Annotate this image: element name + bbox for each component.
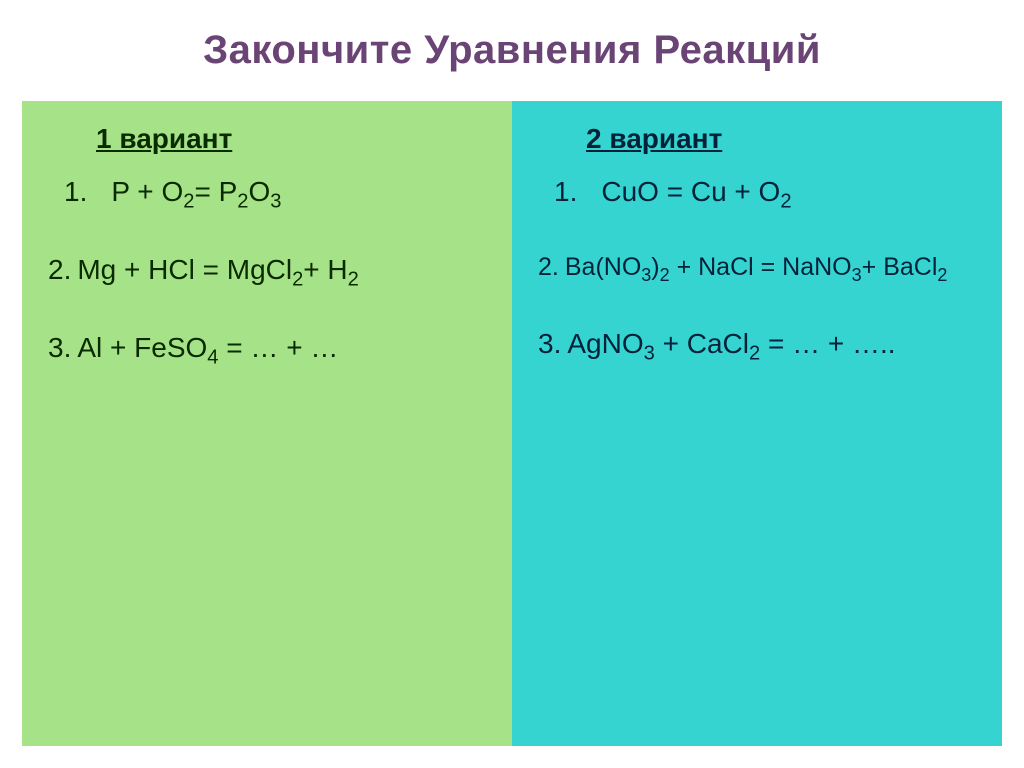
columns: 1 вариант 1.P + O2= P2O32.Mg + HCl = MgC… — [22, 101, 1002, 746]
variant-2-heading: 2 вариант — [586, 123, 976, 155]
equation-body: Mg + HCl = MgCl2+ H2 — [77, 254, 359, 285]
variant-1-heading: 1 вариант — [96, 123, 486, 155]
panel-variant-2: 2 вариант 1. CuO = Cu + O2 2.Ba(NO3)2 + Na… — [512, 101, 1002, 746]
equation-number: 2. — [48, 251, 71, 289]
variant-2-equation: 1. CuO = Cu + O2 — [538, 173, 976, 211]
equation-number: 1. — [64, 173, 87, 211]
equation-body: Al + FeSO4 = … + … — [77, 332, 338, 363]
equation-number: 2. — [538, 251, 559, 285]
panel-variant-1: 1 вариант 1. P + O2= P2O3 2.Mg + HCl = MgC… — [22, 101, 512, 746]
equation-body: CuO = Cu + O2 — [601, 176, 791, 207]
variant-1-equation: 3.Al + FeSO4 = … + … — [48, 329, 486, 367]
slide: Закончите Уравнения Реакций 1 вариант 1.… — [0, 0, 1024, 768]
variant-2-equation-list: 1. CuO = Cu + O2 2.Ba(NO3)2 + NaCl = NaNO3… — [538, 173, 976, 362]
variant-1-equation-list: 1. P + O2= P2O3 2.Mg + HCl = MgCl2+ H2 3.Al… — [48, 173, 486, 366]
variant-2-equation: 2.Ba(NO3)2 + NaCl = NaNO3+ BaCl2 — [538, 251, 976, 285]
variant-2-equation: 3.AgNO3 + CaCl2 = … + ….. — [538, 325, 976, 363]
variant-1-equation: 1. P + O2= P2O3 — [48, 173, 486, 211]
equation-number: 1. — [554, 173, 577, 211]
variant-1-equation: 2.Mg + HCl = MgCl2+ H2 — [48, 251, 486, 289]
equation-body: Ba(NO3)2 + NaCl = NaNO3+ BaCl2 — [565, 253, 948, 281]
equation-body: P + O2= P2O3 — [111, 176, 281, 207]
equation-number: 3. — [538, 325, 561, 363]
equation-number: 3. — [48, 329, 71, 367]
equation-body: AgNO3 + CaCl2 = … + ….. — [567, 328, 895, 359]
slide-title: Закончите Уравнения Реакций — [22, 28, 1002, 73]
